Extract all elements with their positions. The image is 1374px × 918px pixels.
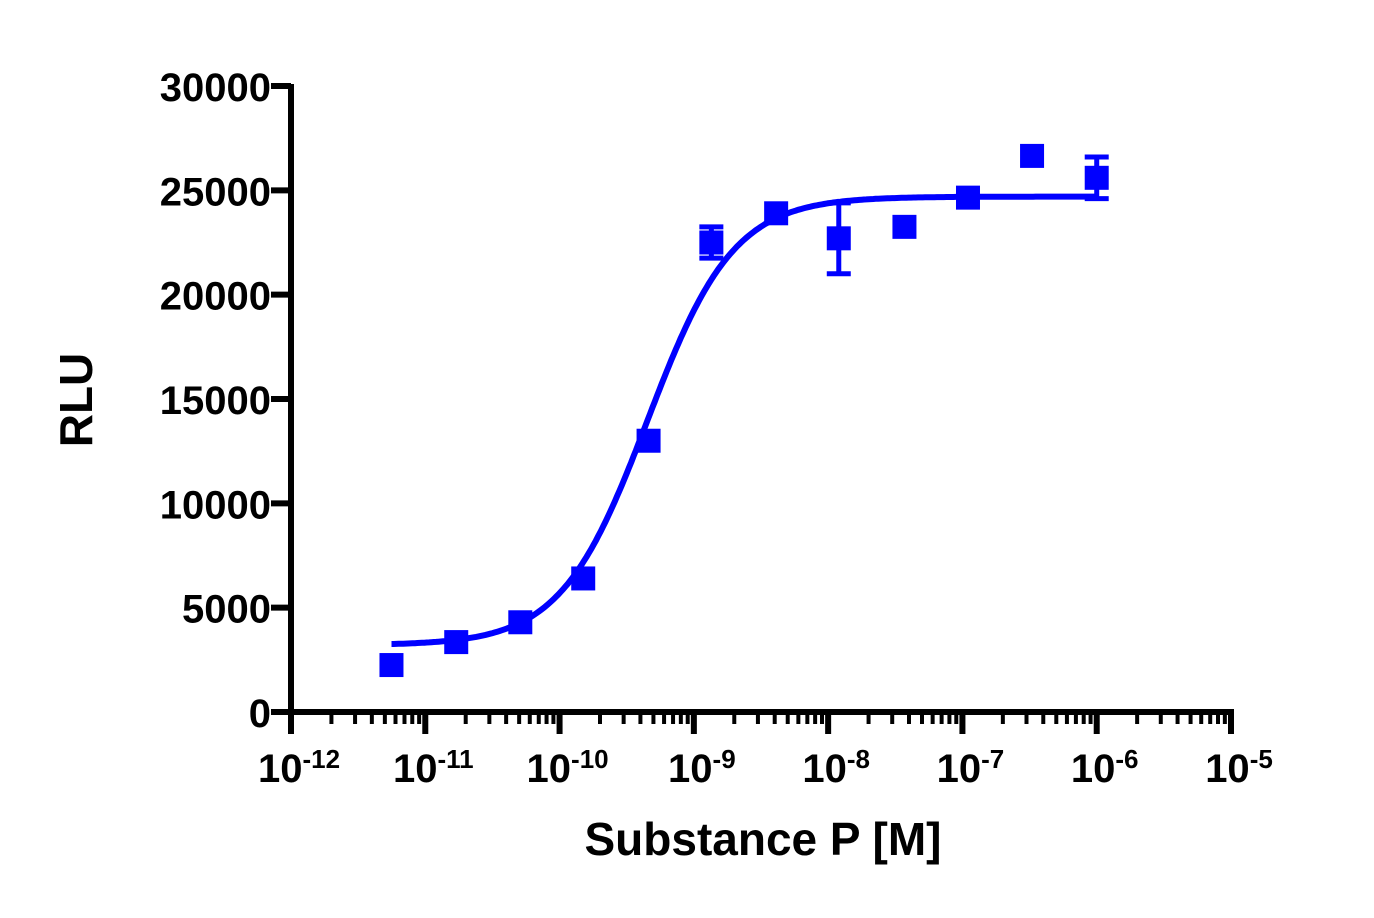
x-tick-label: 10-12 [258, 744, 340, 791]
data-point [1020, 143, 1045, 168]
x-tick-label: 10-11 [393, 744, 474, 791]
x-tick-label: 10-8 [802, 744, 870, 791]
data-point [1084, 165, 1109, 190]
x-tick-label: 10-7 [937, 744, 1005, 791]
data-point [636, 428, 661, 453]
data-point [508, 610, 533, 635]
data-points [379, 143, 1109, 678]
y-tick-label: 15000 [160, 379, 271, 423]
x-tick-label: 10-5 [1205, 744, 1273, 791]
y-tick-label: 25000 [160, 170, 271, 214]
y-tick-label: 20000 [160, 275, 271, 319]
data-point [764, 201, 789, 226]
data-point [892, 214, 917, 239]
x-tick-label: 10-9 [668, 744, 736, 791]
fit-curve-group [391, 193, 1097, 647]
data-point [444, 630, 469, 655]
y-tick-label: 5000 [182, 588, 271, 632]
data-point [379, 653, 404, 678]
data-point [955, 185, 980, 210]
x-tick-label: 10-10 [527, 744, 609, 791]
x-axis-label: Substance P [M] [585, 813, 942, 865]
y-tick-label: 30000 [160, 66, 271, 110]
data-point [571, 566, 596, 591]
fit-curve [391, 193, 1097, 647]
y-tick-label: 0 [249, 692, 271, 736]
data-point [826, 226, 851, 251]
data-point [699, 230, 724, 255]
y-tick-label: 10000 [160, 483, 271, 527]
x-tick-label: 10-6 [1071, 744, 1139, 791]
axes: 0 5000 10000 15000 20000 25000 30000 10-12 10-11… [160, 66, 1273, 791]
y-axis-label: RLU [50, 353, 102, 448]
